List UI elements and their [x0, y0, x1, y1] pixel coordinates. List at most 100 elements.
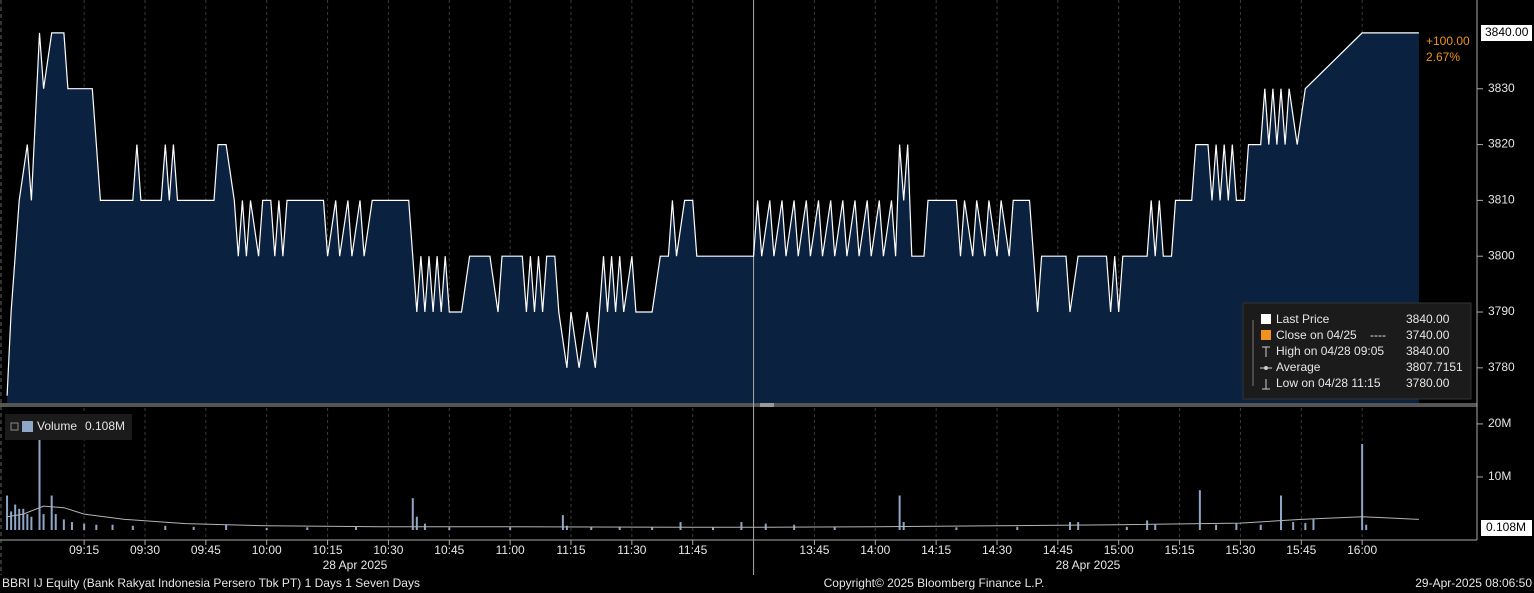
legend-label: Average — [1276, 360, 1321, 374]
volume-bar — [95, 524, 98, 530]
volume-bar — [83, 523, 86, 530]
volume-bar — [1146, 520, 1149, 530]
legend-icon-average-dot — [1264, 366, 1268, 370]
volume-bar — [898, 495, 901, 530]
volume-bar — [1361, 444, 1364, 530]
volume-bar — [679, 522, 682, 530]
x-tick-label: 16:00 — [1347, 543, 1377, 557]
x-tick-label: 13:45 — [799, 543, 829, 557]
change-percent: 2.67% — [1426, 50, 1460, 64]
footer-center: Copyright© 2025 Bloomberg Finance L.P. — [824, 576, 1045, 590]
area-fill — [7, 32, 1419, 404]
volume-bar — [565, 525, 568, 530]
volume-bar — [618, 526, 621, 530]
volume-bar — [192, 526, 195, 530]
x-tick-label: 09:30 — [130, 543, 160, 557]
x-tick-label: 15:00 — [1104, 543, 1134, 557]
x-tick-label: 11:15 — [556, 543, 585, 557]
volume-bar — [1077, 522, 1080, 530]
x-tick-label: 10:45 — [434, 543, 464, 557]
volume-bar — [38, 429, 41, 530]
panel-divider — [0, 403, 1477, 407]
last-price-label: 3840.00 — [1485, 25, 1529, 39]
footer-right: 29-Apr-2025 08:06:50 — [1415, 576, 1532, 590]
volume-bar — [1125, 526, 1128, 530]
divider-handle — [760, 403, 774, 407]
volume-bar — [561, 515, 564, 530]
volume-bar — [651, 527, 654, 530]
volume-bar — [1215, 524, 1218, 530]
x-tick-label: 09:15 — [69, 543, 99, 557]
plot-area — [7, 0, 1419, 540]
volume-bar — [1235, 523, 1238, 530]
x-tick-label: 14:45 — [1043, 543, 1073, 557]
volume-bar — [590, 526, 593, 530]
volume-bar — [1365, 524, 1368, 530]
x-tick-label: 11:45 — [678, 543, 707, 557]
volume-bar — [1259, 524, 1262, 530]
y-tick-label: 3800 — [1488, 248, 1515, 262]
volume-bar — [62, 519, 65, 530]
legend-label: Close on 04/25 — [1276, 328, 1357, 342]
volume-average — [7, 505, 1419, 528]
volume-bar — [306, 527, 309, 530]
volume-bar — [265, 527, 268, 530]
y-tick-label: 3780 — [1488, 360, 1515, 374]
legend-swatch — [1261, 314, 1271, 324]
volume-bar — [354, 526, 357, 530]
volume-bar — [26, 514, 29, 530]
volume-bar — [712, 527, 714, 530]
volume-bar — [1016, 526, 1019, 530]
volume-bar — [70, 522, 73, 530]
x-tick-label: 15:15 — [1165, 543, 1195, 557]
legend-line: ---- — [1370, 328, 1386, 342]
legend-label: Low on 04/28 11:15 — [1276, 376, 1381, 390]
legend-box — [1242, 302, 1472, 400]
change-value: +100.00 — [1426, 34, 1470, 48]
volume-bar — [509, 527, 512, 530]
x-tick-label: 09:45 — [191, 543, 221, 557]
volume-bar — [22, 508, 25, 530]
legend-value: 3807.7151 — [1406, 360, 1463, 374]
footer-left: BBRI IJ Equity (Bank Rakyat Indonesia Pe… — [2, 576, 420, 590]
volume-last-label: 0.108M — [1486, 520, 1526, 534]
y-tick-label: 20M — [1488, 416, 1511, 430]
legend-value: 3840.00 — [1406, 344, 1450, 358]
volume-bar — [415, 516, 418, 530]
legend-label: Last Price — [1276, 312, 1330, 326]
date-label: 28 Apr 2025 — [1056, 558, 1121, 572]
volume-bar — [1069, 522, 1072, 530]
x-tick-label: 11:00 — [496, 543, 525, 557]
volume-bar — [50, 495, 53, 530]
volume-bar — [1154, 524, 1157, 530]
legend-value: 3780.00 — [1406, 376, 1450, 390]
x-tick-label: 11:30 — [617, 543, 646, 557]
volume-bar — [131, 525, 134, 530]
date-label: 28 Apr 2025 — [323, 558, 388, 572]
volume-bar — [1292, 522, 1295, 530]
volume-bar — [411, 498, 414, 530]
volume-bar — [42, 514, 45, 530]
price-line — [6, 32, 1419, 396]
y-tick-label: 3810 — [1488, 193, 1515, 207]
legend-value: 3840.00 — [1406, 312, 1450, 326]
x-tick-label: 10:30 — [373, 543, 403, 557]
volume-bar — [14, 504, 17, 530]
volume-bar — [18, 508, 21, 530]
x-tick-label: 14:15 — [921, 543, 951, 557]
volume-value: 0.108M — [85, 419, 125, 433]
volume-bar — [225, 524, 228, 530]
legend-icon-low — [1262, 379, 1270, 390]
volume-bar — [54, 514, 57, 530]
y-tick-label: 3820 — [1488, 137, 1515, 151]
volume-bar — [111, 524, 114, 530]
x-tick-label: 14:30 — [982, 543, 1012, 557]
volume-legend: Volume 0.108M — [5, 414, 132, 440]
x-tick-label: 15:30 — [1225, 543, 1255, 557]
legend-value: 3740.00 — [1406, 328, 1450, 342]
volume-bar — [30, 516, 33, 530]
volume-last-box — [1481, 520, 1532, 536]
y-tick-label: 3790 — [1488, 304, 1515, 318]
volume-bar — [1280, 495, 1282, 530]
